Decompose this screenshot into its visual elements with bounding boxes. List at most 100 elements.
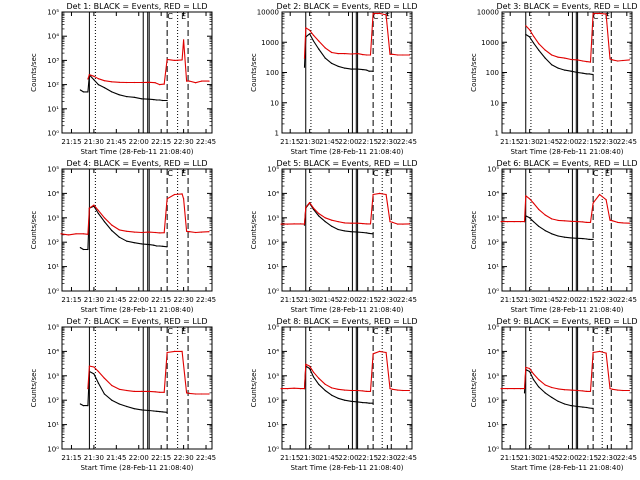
data-point <box>189 392 191 394</box>
data-point <box>372 193 374 196</box>
data-point <box>126 405 128 408</box>
data-point <box>612 59 614 61</box>
data-point <box>369 54 372 56</box>
x-tick-label: 22:30 <box>174 454 194 462</box>
event-marker-label: C <box>167 12 173 21</box>
data-point <box>628 389 631 392</box>
data-point <box>200 231 203 233</box>
data-point <box>397 54 399 56</box>
data-point <box>337 53 339 55</box>
data-point <box>577 59 579 61</box>
panel-title: Det 5: BLACK = Events, RED = LLD <box>277 159 418 168</box>
data-point <box>402 223 404 225</box>
x-tick-label: 22:00 <box>558 296 578 304</box>
data-point <box>564 389 566 391</box>
y-tick-label: 10000 <box>477 9 499 17</box>
data-point <box>389 53 391 55</box>
event-marker-label: C <box>593 327 599 336</box>
x-tick-label: 21:15 <box>280 296 300 304</box>
data-point <box>312 207 315 209</box>
data-point <box>287 388 289 390</box>
x-tick-label: 22:15 <box>578 296 598 304</box>
data-point <box>159 391 161 393</box>
data-point <box>544 57 546 59</box>
data-point <box>557 56 559 58</box>
data-point <box>586 61 588 63</box>
series-line-lld <box>303 12 410 59</box>
data-point <box>324 383 326 385</box>
panel-title: Det 3: BLACK = Events, RED = LLD <box>497 2 638 11</box>
x-axis-label: Start Time (28-Feb-11 21:08:40) <box>80 464 193 472</box>
y-tick-label: 10³ <box>267 372 279 380</box>
data-point <box>303 224 306 226</box>
y-tick-label: 10² <box>487 397 499 405</box>
data-point <box>159 84 161 86</box>
data-point <box>148 81 150 83</box>
data-point <box>153 410 155 412</box>
data-point <box>111 81 113 83</box>
data-point <box>162 245 164 247</box>
plot-frame <box>501 326 633 450</box>
data-point <box>303 57 306 59</box>
y-tick-label: 10³ <box>487 214 499 222</box>
y-tick-label: 10⁵ <box>47 9 59 17</box>
x-tick-label: 22:00 <box>129 454 149 462</box>
data-point <box>538 43 540 45</box>
data-point <box>372 233 374 235</box>
data-point <box>93 204 95 206</box>
data-point <box>628 59 631 61</box>
data-point <box>118 94 120 96</box>
series-line-events <box>303 365 374 404</box>
x-tick-label: 22:00 <box>558 454 578 462</box>
data-point <box>557 235 559 237</box>
data-point <box>126 389 128 392</box>
plot-frame <box>281 168 413 292</box>
data-point <box>344 230 346 232</box>
y-tick-label: 10³ <box>267 214 279 222</box>
data-point <box>525 195 527 197</box>
data-point <box>577 237 579 239</box>
data-point <box>82 405 84 407</box>
data-point <box>605 199 607 201</box>
data-point <box>141 98 143 100</box>
data-point <box>87 388 89 390</box>
plot-frame <box>501 168 633 292</box>
data-point <box>183 39 185 41</box>
data-point <box>397 389 399 391</box>
data-point <box>557 67 559 69</box>
series-line-events <box>80 205 168 251</box>
data-point <box>366 223 368 225</box>
data-point <box>529 217 531 219</box>
event-marker-label: E <box>605 12 610 21</box>
data-point <box>331 219 333 221</box>
data-point <box>280 223 282 225</box>
data-point <box>551 64 553 66</box>
x-tick-label: 21:30 <box>300 296 320 304</box>
data-point <box>520 388 522 390</box>
x-tick-label: 22:15 <box>151 138 171 146</box>
x-tick-label: 21:30 <box>84 138 104 146</box>
data-point <box>208 393 210 395</box>
data-point <box>156 410 158 412</box>
data-point <box>544 230 546 232</box>
series-line-lld <box>87 350 209 395</box>
data-point <box>586 73 588 75</box>
data-point <box>609 388 611 390</box>
x-tick-label: 22:00 <box>338 454 358 462</box>
data-point <box>582 72 584 74</box>
data-point <box>312 376 315 378</box>
x-axis-label: Start Time (28-Feb-11 21:08:40) <box>510 148 623 156</box>
data-point <box>366 402 368 404</box>
data-point <box>103 217 105 219</box>
data-point <box>529 29 531 31</box>
data-point <box>513 221 515 223</box>
x-tick-label: 21:15 <box>280 138 300 146</box>
event-marker-label: C <box>373 12 379 21</box>
data-point <box>303 223 306 225</box>
data-point <box>318 48 320 50</box>
data-point <box>118 403 120 405</box>
y-tick-label: 10⁴ <box>267 190 279 198</box>
y-tick-label: 10¹ <box>267 263 279 271</box>
y-tick-label: 10² <box>487 239 499 247</box>
